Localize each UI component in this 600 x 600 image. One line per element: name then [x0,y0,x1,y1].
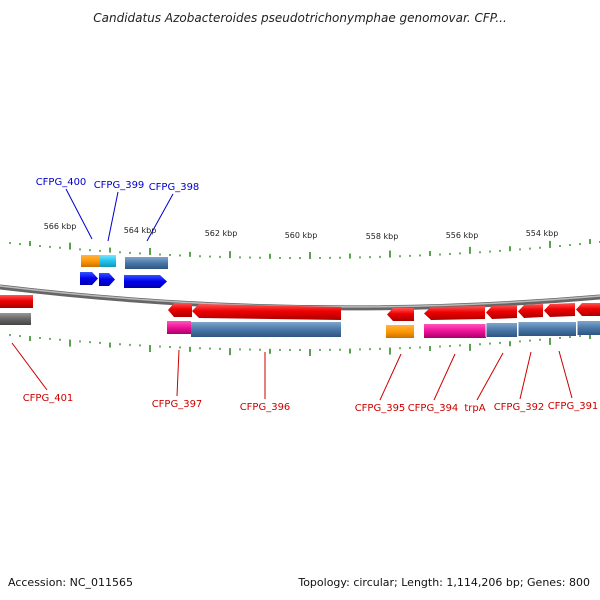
gene-arrow-cfpg-394[interactable] [424,306,485,320]
map-title: Candidatus Azobacteroides pseudotrichony… [93,11,507,25]
tick-label: 566 kbp [44,222,77,231]
gene-feature-cfpg-392-bluegrey[interactable] [518,322,576,336]
label-leader-line [65,188,93,240]
gene-feature-cfpg-398-bluegrey[interactable] [125,257,168,269]
gene-arrow-cfpg-395[interactable] [387,308,414,321]
label-leader-line [519,351,532,400]
label-leader-line [379,353,402,401]
gene-arrow-cfpg-401[interactable] [0,295,33,308]
gene-arrow-cfpg-396[interactable] [192,304,341,320]
gene-label[interactable]: CFPG_399 [94,180,145,191]
gene-arrow-cfpg-397[interactable] [168,303,192,317]
tick-label: 554 kbp [526,229,559,238]
label-leader-line [433,353,456,401]
tick-label: 562 kbp [205,229,238,238]
gene-feature-cfpg-399-cyan[interactable] [100,255,116,267]
gene-label[interactable]: CFPG_395 [355,403,406,414]
gene-label[interactable]: CFPG_400 [36,177,87,188]
label-leader-line [11,342,48,391]
topology-summary-text: Topology: circular; Length: 1,114,206 bp… [297,576,590,589]
tick-label: 558 kbp [366,232,399,241]
gene-arrow-cfpg-391-b[interactable] [576,303,600,316]
gene-feature-cfpg-400-orange[interactable] [81,255,100,267]
gene-feature-cfpg-396-bluegrey[interactable] [191,322,341,337]
gene-feature-cfpg-397-magenta[interactable] [167,321,191,334]
tick-label: 560 kbp [285,231,318,240]
gene-label[interactable]: CFPG_397 [152,399,203,410]
gene-label[interactable]: CFPG_392 [494,402,545,413]
label-leader-line [476,352,504,401]
accession-text: Accession: NC_011565 [8,576,133,589]
gene-feature-cfpg-401-grey[interactable] [0,313,31,325]
gene-label[interactable]: CFPG_396 [240,402,291,413]
label-leader-line [176,349,180,397]
gene-arrow-cfpg-392[interactable] [518,304,543,318]
tick-row-bottom [9,333,600,356]
gene-arrow-cfpg-399[interactable] [99,273,115,286]
gene-arrow-trpa[interactable] [486,305,517,319]
gene-feature-trpa-bluegrey[interactable] [486,323,517,337]
label-leader-line [558,350,573,399]
gene-feature-cfpg-391-bluegrey[interactable] [577,321,600,335]
gene-label[interactable]: CFPG_394 [408,403,459,414]
tick-label: 556 kbp [446,231,479,240]
gene-label[interactable]: CFPG_401 [23,393,74,404]
gene-feature-cfpg-395-orange[interactable] [386,325,414,338]
gene-arrow-cfpg-398[interactable] [124,275,167,288]
gene-arrow-cfpg-400[interactable] [80,272,98,285]
label-leader-line [146,193,174,242]
gene-label[interactable]: trpA [464,403,485,414]
gene-arrow-cfpg-391-a[interactable] [544,303,575,317]
gene-label[interactable]: CFPG_398 [149,182,200,193]
gene-feature-cfpg-394-magenta[interactable] [424,324,486,338]
tick-row-top [9,239,600,259]
label-leader-line [107,191,119,242]
genome-backbone [0,284,600,311]
gene-label[interactable]: CFPG_391 [548,401,599,412]
tick-label: 564 kbp [124,226,157,235]
